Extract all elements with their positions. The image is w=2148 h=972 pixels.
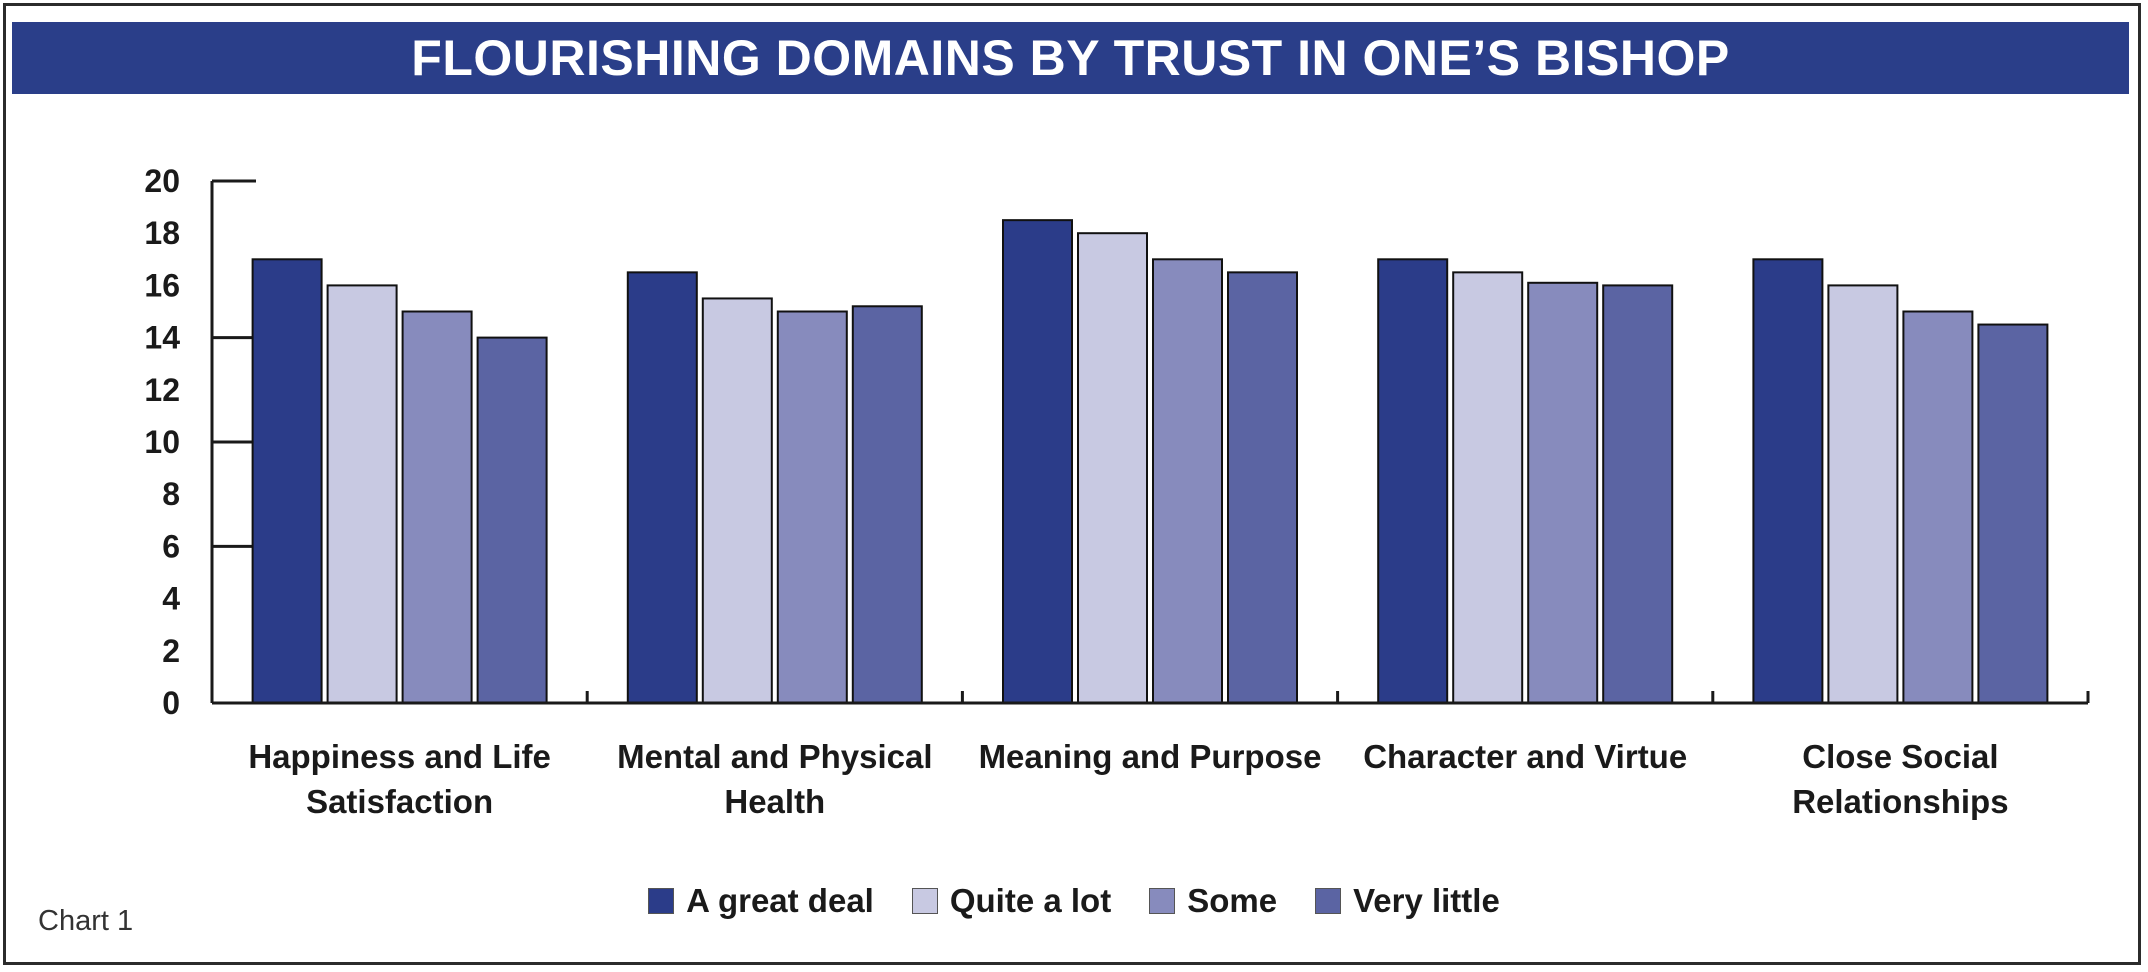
legend-item: Very little xyxy=(1315,882,1500,920)
y-tick-label: 8 xyxy=(162,476,180,512)
y-tick-label: 18 xyxy=(144,215,180,251)
legend-label: A great deal xyxy=(686,882,874,919)
y-tick-label: 6 xyxy=(162,528,180,564)
bar xyxy=(626,271,698,704)
legend-swatch xyxy=(1149,888,1176,914)
category-label: Character and Virtue xyxy=(1363,738,1687,775)
y-tick-label: 20 xyxy=(144,163,180,199)
bar xyxy=(326,284,398,704)
chart-title: FLOURISHING DOMAINS BY TRUST IN ONE’S BI… xyxy=(411,30,1730,86)
bar xyxy=(1527,281,1599,704)
bar xyxy=(1077,232,1148,704)
legend-swatch xyxy=(1315,888,1342,914)
bar xyxy=(776,310,848,704)
bar xyxy=(1902,310,1974,704)
bar xyxy=(1377,258,1449,704)
bar xyxy=(1752,258,1824,704)
bar xyxy=(1977,323,2049,704)
bar xyxy=(401,310,473,704)
category-label: Satisfaction xyxy=(306,783,493,820)
bar xyxy=(1002,219,1073,704)
bar xyxy=(476,336,548,704)
category-label: Meaning and Purpose xyxy=(979,738,1322,775)
y-tick-label: 16 xyxy=(144,267,180,303)
bar xyxy=(701,297,773,704)
y-tick-label: 2 xyxy=(162,633,180,669)
y-tick-label: 10 xyxy=(144,424,180,460)
category-label: Relationships xyxy=(1792,783,2008,820)
chart-caption: Chart 1 xyxy=(38,905,134,937)
bar xyxy=(1152,258,1223,704)
bar xyxy=(1227,271,1298,704)
y-tick-label: 0 xyxy=(162,685,180,721)
category-label: Happiness and Life xyxy=(248,738,551,775)
legend-swatch xyxy=(648,888,675,914)
legend-swatch xyxy=(911,888,938,914)
legend: A great deal Quite a lot Some Very little xyxy=(0,882,2148,920)
legend-item: A great deal xyxy=(648,882,874,920)
bar xyxy=(1452,271,1524,704)
y-tick-label: 4 xyxy=(162,581,180,617)
legend-label: Some xyxy=(1187,882,1278,919)
y-tick-label: 12 xyxy=(144,372,180,408)
category-label: Close Social xyxy=(1802,738,1998,775)
legend-item: Some xyxy=(1149,882,1277,920)
category-label: Mental and Physical xyxy=(617,738,932,775)
category-label: Health xyxy=(724,783,825,820)
bar xyxy=(1827,284,1899,704)
legend-label: Very little xyxy=(1353,882,1500,919)
bar xyxy=(251,258,323,704)
bar xyxy=(1602,284,1674,704)
title-bar: FLOURISHING DOMAINS BY TRUST IN ONE’S BI… xyxy=(12,22,2129,94)
bar xyxy=(851,305,923,704)
legend-label: Quite a lot xyxy=(949,882,1112,919)
legend-item: Quite a lot xyxy=(911,882,1112,920)
y-tick-label: 14 xyxy=(144,320,180,356)
